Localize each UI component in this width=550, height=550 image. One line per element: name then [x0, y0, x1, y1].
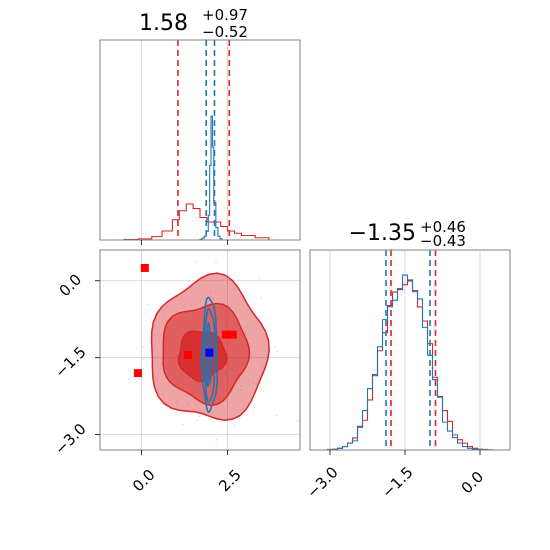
twod-x-tick-label: 0.0: [129, 466, 159, 496]
scatter-point: [207, 236, 208, 237]
scatter-point: [240, 324, 243, 326]
red-square-marker: [140, 263, 149, 272]
scatter-point: [215, 261, 217, 264]
scatter-point: [248, 380, 250, 382]
scatter-point: [260, 297, 262, 299]
scatter-point: [215, 444, 217, 446]
scatter-point: [214, 290, 217, 292]
top-hist-red: [123, 203, 270, 240]
blue-square-marker: [205, 348, 214, 357]
scatter-point: [196, 419, 199, 421]
scatter-point: [175, 401, 178, 403]
scatter-point: [188, 280, 190, 282]
red-square-marker: [221, 330, 230, 339]
top-title-minus: −0.52: [202, 23, 248, 41]
scatter-point: [173, 390, 176, 392]
red-square-marker: [87, 279, 95, 287]
right-x-tick-label: 0.0: [458, 468, 488, 498]
scatter-point: [180, 413, 183, 415]
right-hist-red: [326, 279, 494, 450]
scatter-point: [327, 433, 328, 434]
scatter-point: [216, 438, 218, 440]
scatter-point: [159, 367, 162, 369]
scatter-point: [187, 403, 189, 405]
scatter-point: [253, 381, 255, 384]
scatter-point: [275, 346, 277, 349]
right-title-plus: +0.46: [420, 218, 466, 236]
scatter-point: [162, 392, 164, 395]
scatter-point: [155, 378, 158, 381]
scatter-point: [261, 365, 264, 367]
scatter-point: [194, 403, 197, 406]
twod-y-tick-label: −1.5: [51, 343, 89, 381]
scatter-point: [181, 306, 184, 308]
right-hist-blue: [326, 274, 493, 450]
top-hist-blue: [199, 115, 223, 240]
red-square-marker: [183, 351, 192, 360]
red-square-marker: [133, 369, 142, 378]
scatter-point: [183, 305, 186, 307]
scatter-point: [259, 316, 261, 319]
scatter-point: [259, 385, 262, 387]
blue-contour-level: [200, 296, 219, 414]
red-square-marker: [228, 330, 237, 339]
scatter-point: [182, 423, 184, 426]
scatter-point: [147, 303, 150, 306]
scatter-point: [194, 303, 197, 306]
blue-contour-level: [202, 307, 216, 404]
scatter-point: [260, 387, 263, 390]
twod-x-tick-label: 2.5: [215, 466, 245, 496]
top-title-plus: +0.97: [202, 6, 248, 24]
scatter-point: [197, 301, 199, 303]
scatter-point: [218, 293, 220, 295]
scatter-point: [239, 389, 242, 392]
panel-bottom-right-histogram: −3.0 −1.5 0.0 −1.35 +0.46 −0.43: [303, 218, 511, 502]
right-x-tick-label: −3.0: [303, 463, 341, 501]
twod-y-tick-label: −3.0: [51, 420, 89, 458]
scatter-point: [276, 350, 279, 353]
scatter-point: [210, 283, 212, 286]
scatter-point: [155, 334, 158, 336]
right-title-main: −1.35: [349, 221, 416, 246]
scatter-point: [142, 346, 144, 348]
scatter-point: [240, 385, 242, 387]
scatter-point: [195, 261, 197, 263]
twod-y-tick-label: 0.0: [56, 270, 86, 300]
scatter-point: [189, 304, 192, 307]
scatter-point: [263, 391, 265, 393]
scatter-point: [258, 277, 260, 279]
top-title-main: 1.58: [139, 11, 188, 36]
scatter-point: [233, 424, 235, 427]
scatter-point: [198, 415, 201, 417]
scatter-point: [296, 420, 299, 422]
scatter-point: [210, 291, 212, 294]
scatter-point: [161, 363, 163, 365]
right-x-tick-label: −1.5: [378, 463, 416, 501]
panel-bottom-left-contour: 0.0 2.5 0.0 −1.5 −3.0: [51, 236, 328, 496]
scatter-point: [276, 414, 278, 417]
panel-top-left-histogram: 1.58 +0.97 −0.52: [99, 6, 301, 245]
scatter-point: [162, 315, 164, 317]
scatter-point: [142, 358, 145, 360]
scatter-point: [245, 325, 247, 327]
right-title-minus: −0.43: [420, 232, 466, 250]
